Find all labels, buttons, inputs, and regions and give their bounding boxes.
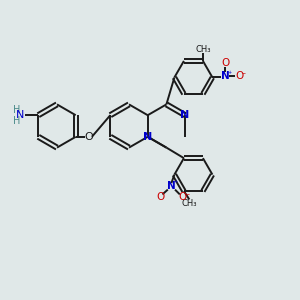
Text: N: N bbox=[16, 110, 25, 120]
Text: N: N bbox=[181, 110, 190, 120]
Text: $^+$: $^+$ bbox=[172, 180, 178, 186]
Text: H: H bbox=[13, 105, 20, 115]
Text: $^-$: $^-$ bbox=[184, 192, 190, 198]
Text: CH₃: CH₃ bbox=[195, 45, 211, 54]
Text: CH₃: CH₃ bbox=[182, 199, 197, 208]
Text: O: O bbox=[221, 58, 230, 68]
Text: N: N bbox=[167, 181, 176, 191]
Text: O: O bbox=[156, 192, 164, 203]
Text: O: O bbox=[178, 192, 186, 203]
Text: O: O bbox=[84, 132, 93, 142]
Text: N: N bbox=[143, 132, 152, 142]
Text: N: N bbox=[221, 71, 230, 81]
Text: O: O bbox=[235, 71, 244, 81]
Text: $^+$: $^+$ bbox=[226, 70, 232, 76]
Text: H: H bbox=[13, 116, 20, 126]
Text: $^-$: $^-$ bbox=[240, 71, 247, 77]
